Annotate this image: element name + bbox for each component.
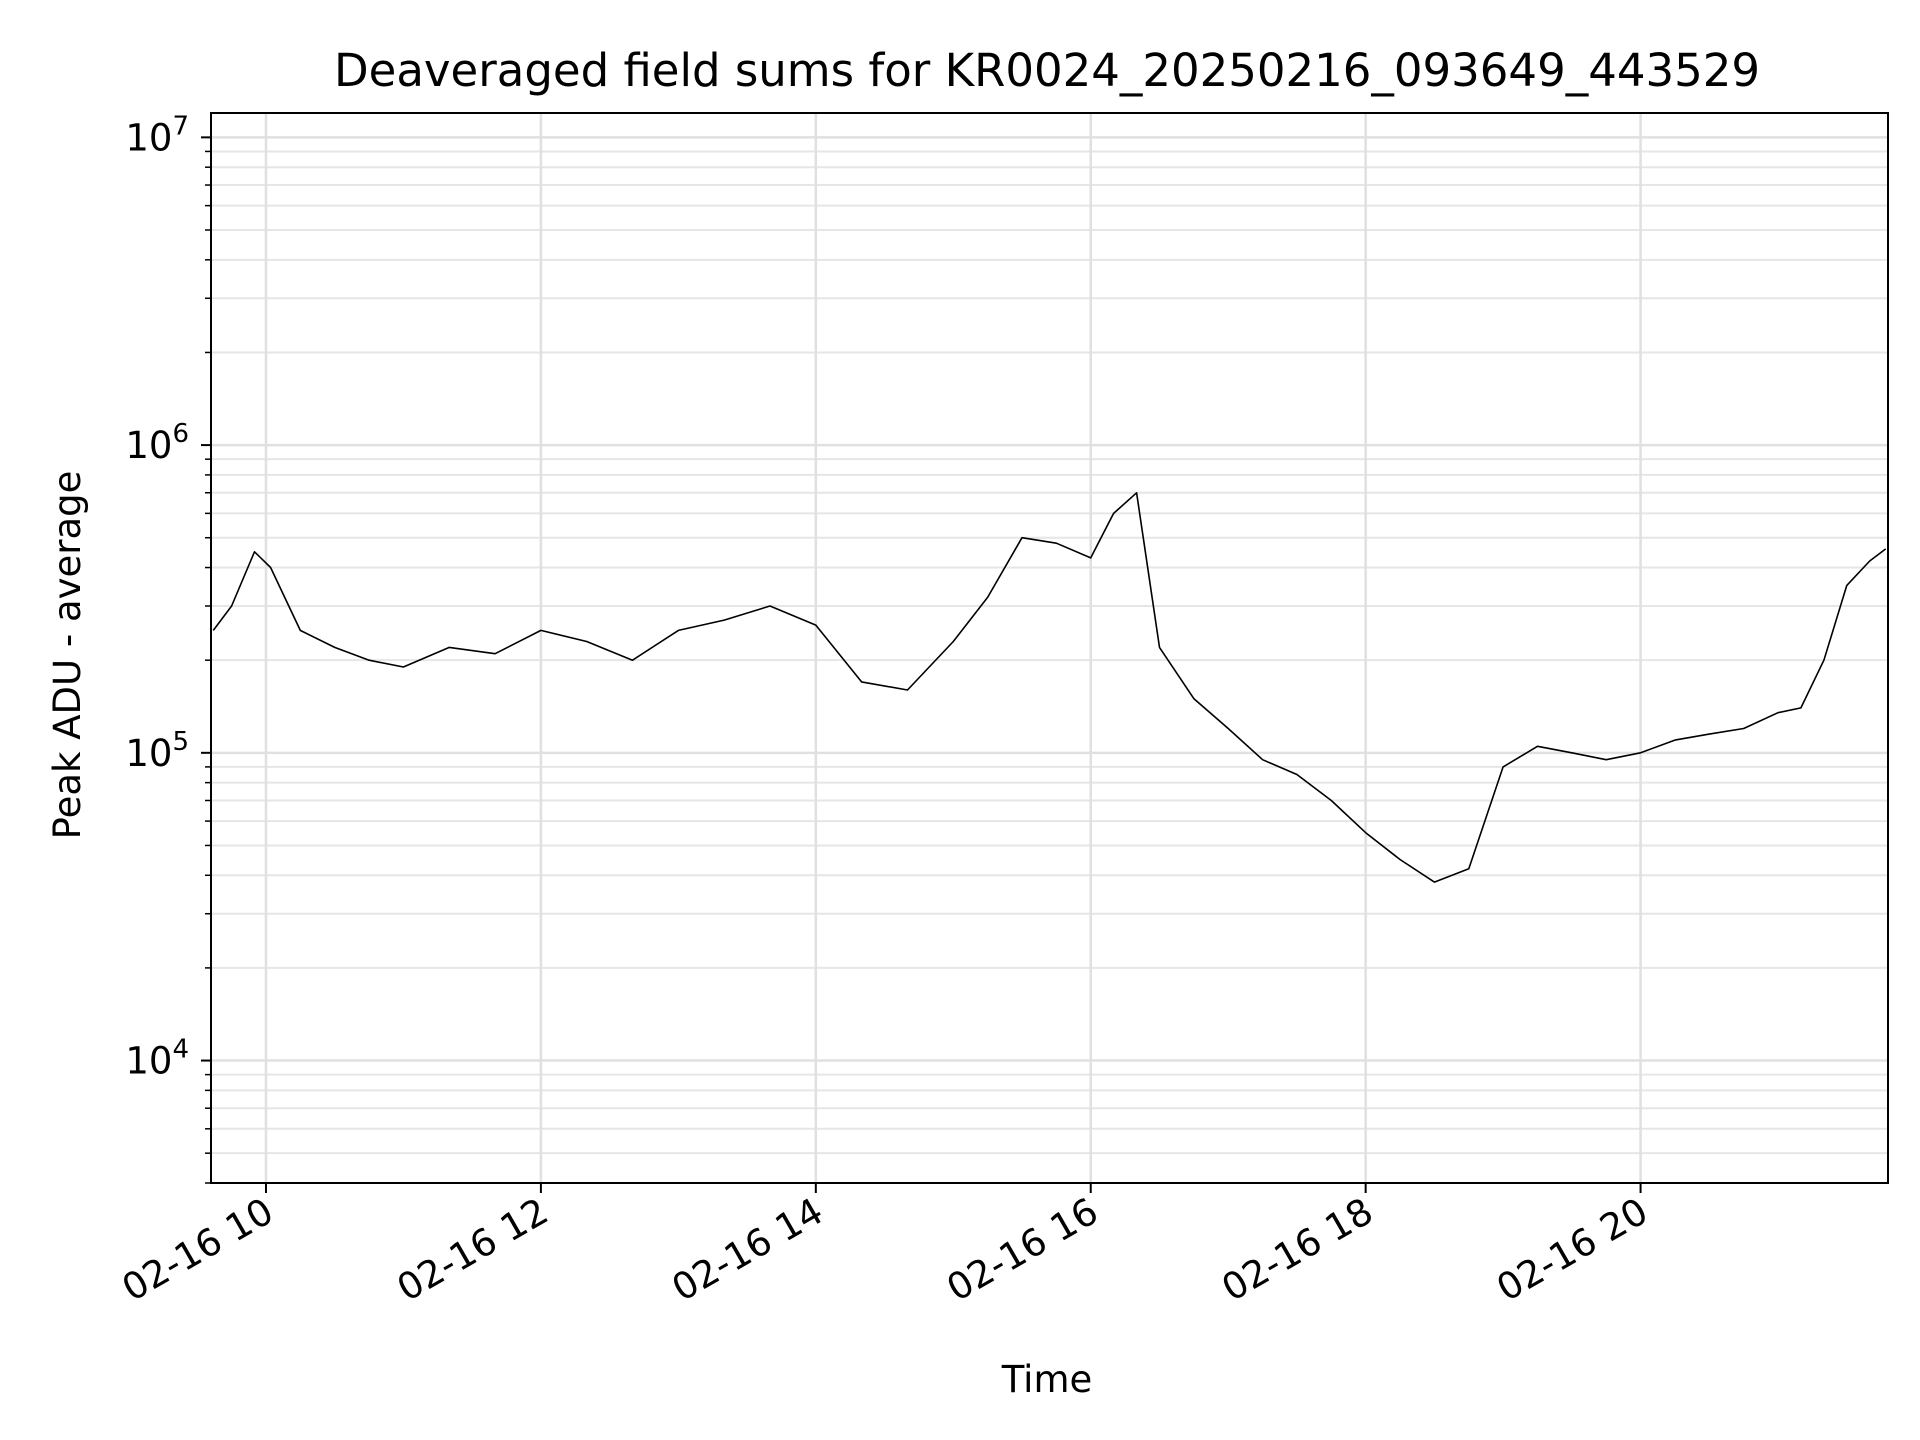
y-tick-label: 106 [125,419,189,467]
y-axis: 104 105 106 107 [125,111,211,1184]
minor-gridlines [211,150,1888,1184]
x-axis-label: Time [1001,1358,1093,1401]
y-tick-label: 107 [125,111,189,159]
plot-frame [210,112,1889,1184]
series-line [212,491,1887,883]
y-tick-label: 105 [125,727,189,775]
y-tick-label: 104 [125,1035,189,1083]
chart-title: Deaveraged field sums for KR0024_2025021… [334,44,1760,97]
y-axis-label: Peak ADU - average [46,471,89,840]
series-line-group [212,491,1887,883]
major-gridlines [211,113,1888,1183]
